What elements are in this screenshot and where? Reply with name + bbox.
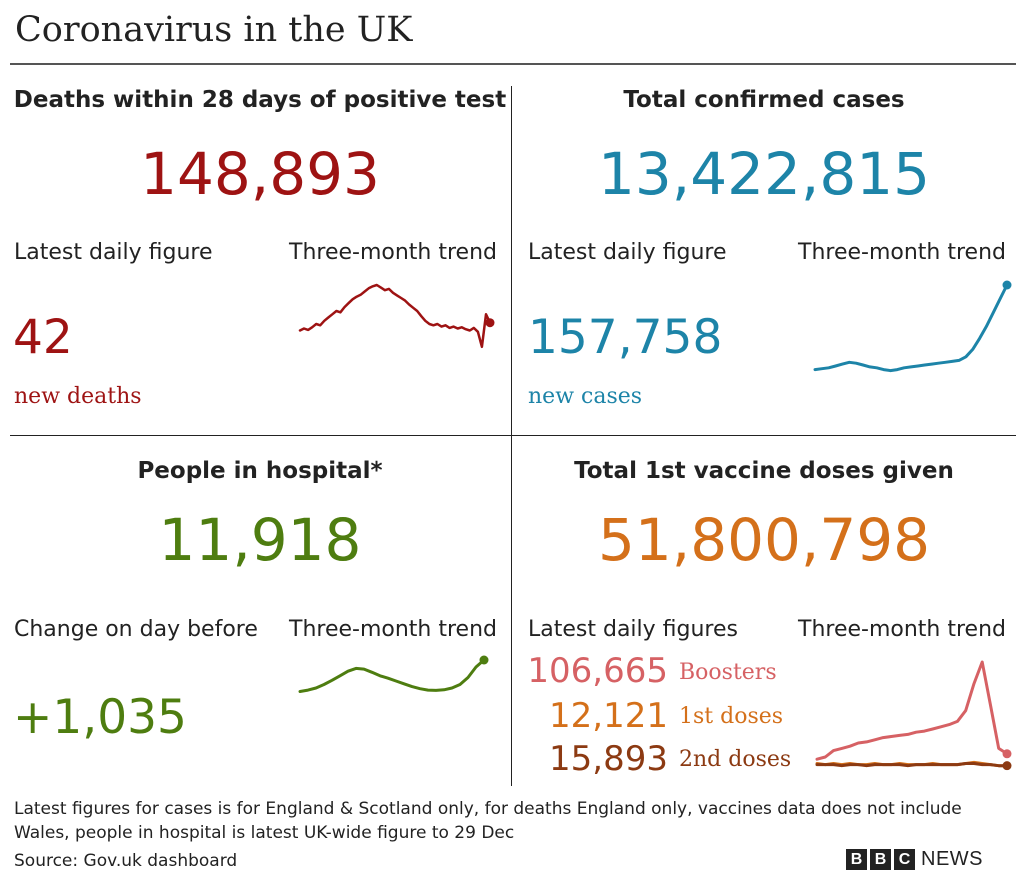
cases-trend-end-dot (1002, 280, 1012, 290)
vaccine-trend-label: Three-month trend (798, 617, 1006, 642)
logo-news-word: NEWS (921, 848, 983, 870)
hospital-trend-end-dot (479, 655, 489, 665)
boosters-value: 106,665 (527, 651, 668, 691)
bbc-news-logo: B B C NEWS (846, 848, 983, 871)
hospital-trend-label: Three-month trend (289, 617, 497, 642)
second-doses-label: 2nd doses (679, 747, 792, 772)
deaths-total: 148,893 (140, 140, 380, 208)
first-doses-value: 12,121 (549, 696, 668, 736)
page-title: Coronavirus in the UK (15, 10, 413, 50)
deaths-heading: Deaths within 28 days of positive test (13, 87, 507, 113)
cases-trend-chart (813, 280, 1012, 373)
deaths-trend-line (298, 283, 492, 349)
logo-letter-c: C (894, 849, 915, 870)
hospital-total: 11,918 (158, 506, 362, 574)
hospital-trend-line (298, 658, 486, 693)
deaths-latest-unit: new deaths (14, 384, 142, 409)
logo-letter-b1: B (846, 849, 867, 870)
vaccine-latest-label: Latest daily figures (528, 617, 738, 642)
deaths-trend-label: Three-month trend (289, 240, 497, 265)
deaths-latest-label: Latest daily figure (14, 240, 213, 265)
cases-trend-line (813, 283, 1009, 373)
horizontal-divider (10, 435, 1016, 436)
hospital-heading: People in hospital* (137, 458, 383, 484)
deaths-trend-end-dot (485, 318, 495, 328)
second-doses-value: 15,893 (549, 739, 668, 779)
boosters-trend-line (815, 660, 1009, 761)
cases-latest-unit: new cases (528, 384, 643, 409)
cases-total: 13,422,815 (597, 140, 931, 208)
vaccine-trend-chart (815, 660, 1012, 771)
deaths-trend-chart (298, 283, 495, 349)
title-rule (10, 63, 1016, 65)
logo-letter-b2: B (870, 849, 891, 870)
hospital-trend-chart (298, 655, 489, 693)
boosters-label: Boosters (679, 660, 777, 685)
first-doses-label: 1st doses (679, 704, 784, 729)
vaccine-total: 51,800,798 (597, 506, 931, 574)
cases-trend-label: Three-month trend (798, 240, 1006, 265)
cases-latest-value: 157,758 (528, 310, 723, 365)
second-doses-trend-line (815, 762, 1009, 768)
second-doses-trend-end-dot (1002, 761, 1012, 771)
cases-latest-label: Latest daily figure (528, 240, 727, 265)
vertical-divider (511, 86, 512, 786)
boosters-trend-end-dot (1002, 749, 1012, 759)
vaccine-heading: Total 1st vaccine doses given (574, 458, 954, 484)
footer-source: Source: Gov.uk dashboard (14, 851, 238, 871)
hospital-change-label: Change on day before (14, 617, 258, 642)
deaths-latest-value: 42 (13, 310, 73, 365)
footer-note: Latest figures for cases is for England … (14, 799, 962, 843)
cases-heading: Total confirmed cases (623, 87, 905, 113)
hospital-change-value: +1,035 (13, 690, 187, 745)
